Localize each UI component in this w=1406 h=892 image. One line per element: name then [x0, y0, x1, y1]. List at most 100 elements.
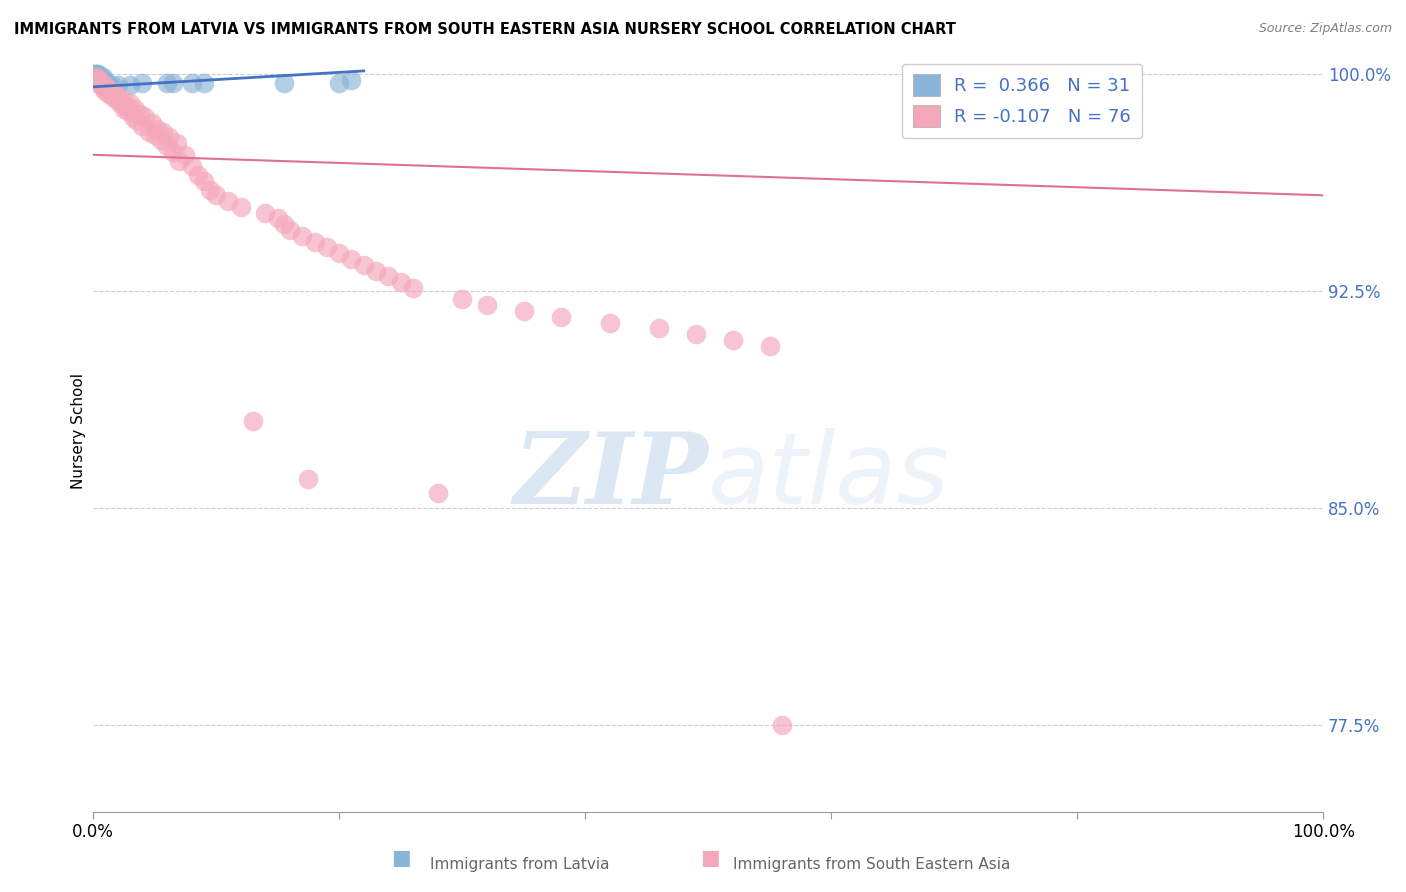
- Point: [291, 228, 314, 243]
- Legend: R =  0.366   N = 31, R = -0.107   N = 76: R = 0.366 N = 31, R = -0.107 N = 76: [903, 63, 1142, 138]
- Point: [101, 90, 124, 104]
- Point: [166, 136, 188, 151]
- Point: [475, 298, 498, 312]
- Point: [389, 275, 412, 289]
- Point: [94, 75, 117, 89]
- Point: [770, 717, 793, 731]
- Point: [91, 75, 114, 89]
- Point: [93, 78, 115, 93]
- Point: [131, 119, 153, 133]
- Point: [93, 72, 115, 87]
- Point: [156, 75, 179, 89]
- Point: [451, 293, 474, 307]
- Point: [550, 310, 572, 324]
- Point: [180, 160, 202, 174]
- Point: [94, 84, 117, 98]
- Point: [91, 70, 114, 84]
- Point: [278, 223, 301, 237]
- Point: [86, 72, 108, 87]
- Point: [328, 75, 350, 89]
- Point: [648, 321, 671, 335]
- Point: [107, 78, 129, 93]
- Point: [86, 67, 108, 81]
- Point: [143, 128, 166, 142]
- Point: [120, 78, 142, 93]
- Point: [266, 211, 288, 226]
- Point: [685, 327, 707, 342]
- Point: [193, 75, 215, 89]
- Point: [87, 70, 110, 84]
- Point: [83, 67, 105, 81]
- Y-axis label: Nursery School: Nursery School: [72, 373, 86, 489]
- Point: [112, 102, 135, 116]
- Point: [129, 107, 152, 121]
- Text: IMMIGRANTS FROM LATVIA VS IMMIGRANTS FROM SOUTH EASTERN ASIA NURSERY SCHOOL CORR: IMMIGRANTS FROM LATVIA VS IMMIGRANTS FRO…: [14, 22, 956, 37]
- Point: [254, 205, 277, 219]
- Point: [111, 93, 134, 107]
- Text: ■: ■: [700, 848, 720, 868]
- Point: [105, 93, 128, 107]
- Point: [402, 281, 425, 295]
- Point: [146, 121, 169, 136]
- Point: [120, 95, 142, 110]
- Point: [193, 174, 215, 188]
- Point: [353, 258, 375, 272]
- Point: [89, 72, 111, 87]
- Point: [377, 269, 399, 284]
- Text: atlas: atlas: [709, 428, 950, 525]
- Point: [328, 246, 350, 260]
- Point: [90, 70, 112, 84]
- Point: [125, 113, 148, 128]
- Point: [100, 84, 122, 98]
- Point: [273, 217, 295, 231]
- Point: [87, 67, 110, 81]
- Point: [364, 263, 387, 277]
- Point: [156, 139, 179, 153]
- Point: [304, 235, 326, 249]
- Point: [315, 240, 337, 254]
- Point: [169, 153, 191, 168]
- Point: [90, 75, 112, 89]
- Text: Source: ZipAtlas.com: Source: ZipAtlas.com: [1258, 22, 1392, 36]
- Point: [141, 116, 163, 130]
- Point: [96, 75, 118, 89]
- Point: [162, 75, 184, 89]
- Point: [297, 472, 319, 486]
- Point: [218, 194, 240, 208]
- Point: [134, 110, 156, 124]
- Point: [758, 339, 780, 353]
- Point: [242, 414, 264, 428]
- Point: [162, 145, 184, 159]
- Point: [90, 75, 112, 89]
- Point: [100, 87, 122, 101]
- Point: [104, 87, 127, 101]
- Point: [159, 130, 181, 145]
- Point: [124, 102, 146, 116]
- Text: ZIP: ZIP: [513, 428, 709, 525]
- Point: [229, 200, 252, 214]
- Point: [110, 95, 132, 110]
- Point: [86, 70, 108, 84]
- Text: Immigrants from Latvia: Immigrants from Latvia: [430, 857, 610, 872]
- Point: [84, 67, 107, 81]
- Point: [273, 75, 295, 89]
- Point: [115, 98, 138, 112]
- Point: [152, 125, 174, 139]
- Point: [138, 125, 160, 139]
- Point: [174, 148, 197, 162]
- Point: [100, 78, 122, 93]
- Point: [205, 188, 228, 202]
- Point: [94, 78, 117, 93]
- Point: [83, 70, 105, 84]
- Point: [180, 75, 202, 89]
- Point: [90, 72, 112, 87]
- Point: [599, 316, 621, 330]
- Text: Immigrants from South Eastern Asia: Immigrants from South Eastern Asia: [733, 857, 1011, 872]
- Point: [98, 87, 121, 101]
- Point: [107, 90, 129, 104]
- Point: [187, 168, 209, 182]
- Point: [426, 486, 449, 500]
- Point: [90, 72, 112, 87]
- Point: [87, 75, 110, 89]
- Point: [131, 75, 153, 89]
